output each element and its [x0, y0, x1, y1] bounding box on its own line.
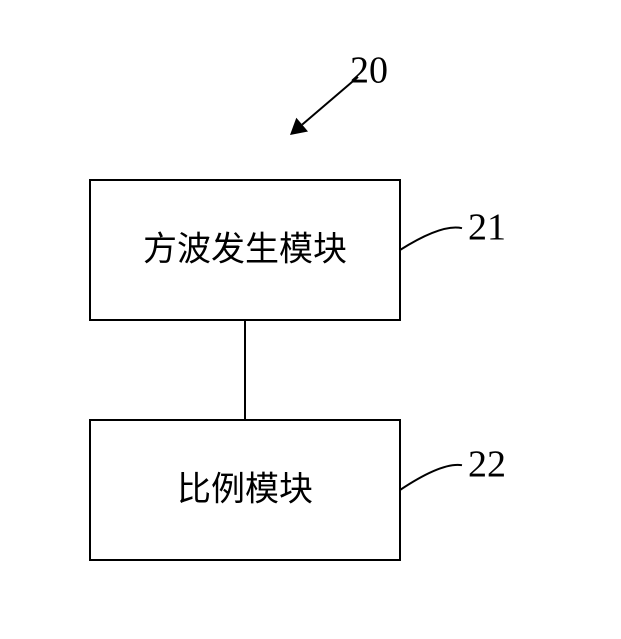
pointer-top-callout: 20: [290, 49, 388, 135]
block-box1: 方波发生模块 21: [90, 180, 506, 320]
block-diagram: 方波发生模块 21 比例模块 22 20: [0, 0, 621, 639]
callout-leader-box2: [400, 465, 462, 490]
block-label-box1: 方波发生模块: [143, 231, 347, 269]
callout-label-box1: 21: [468, 206, 506, 248]
callout-leader-box1: [400, 227, 462, 250]
block-label-box2: 比例模块: [177, 471, 313, 509]
pointer-arrowhead-top-callout: [290, 118, 308, 135]
callout-label-box2: 22: [468, 443, 506, 485]
pointer-label-top-callout: 20: [350, 49, 388, 91]
block-box2: 比例模块 22: [90, 420, 506, 560]
